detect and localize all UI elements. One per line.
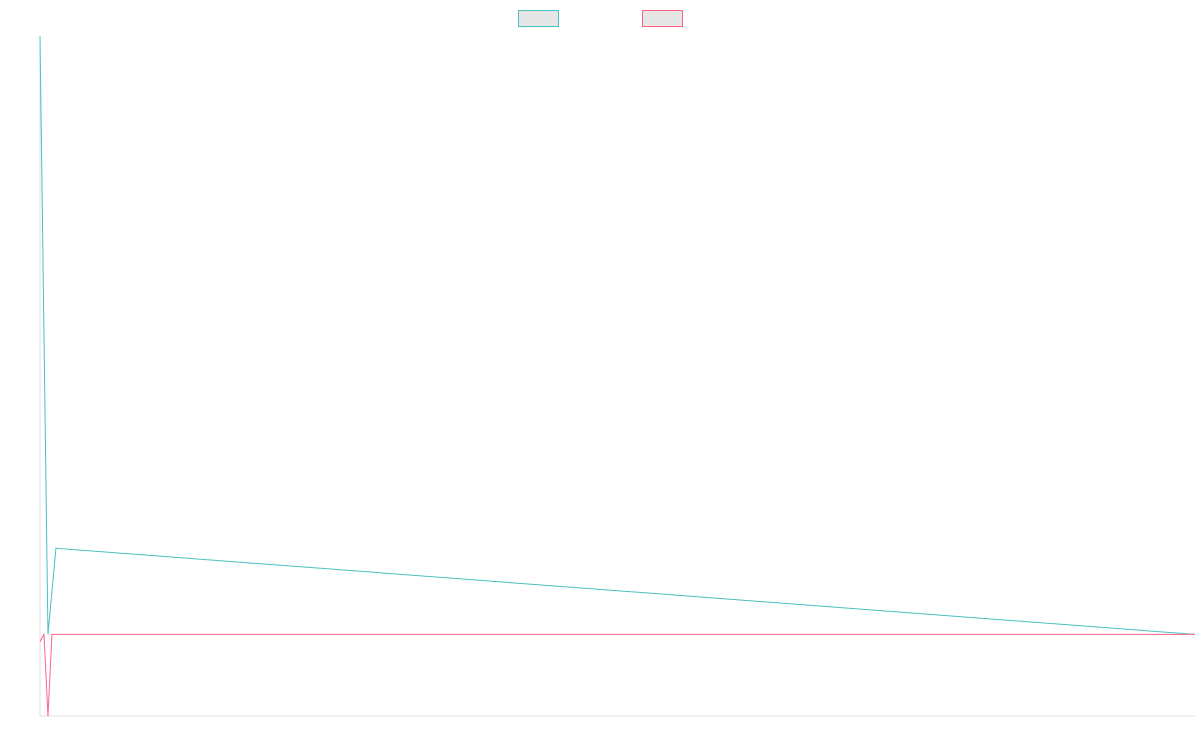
axes [39,36,1195,717]
series-line-2 [39,632,1195,717]
series-line-1 [39,35,1196,635]
plot-area [39,35,1196,717]
legend [518,10,683,27]
legend-swatch-1[interactable] [518,10,559,27]
legend-swatch-2[interactable] [642,10,683,27]
